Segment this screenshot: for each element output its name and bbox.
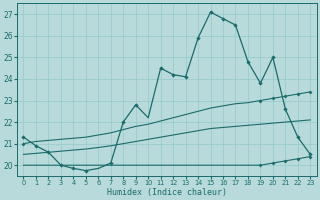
- X-axis label: Humidex (Indice chaleur): Humidex (Indice chaleur): [107, 188, 227, 197]
